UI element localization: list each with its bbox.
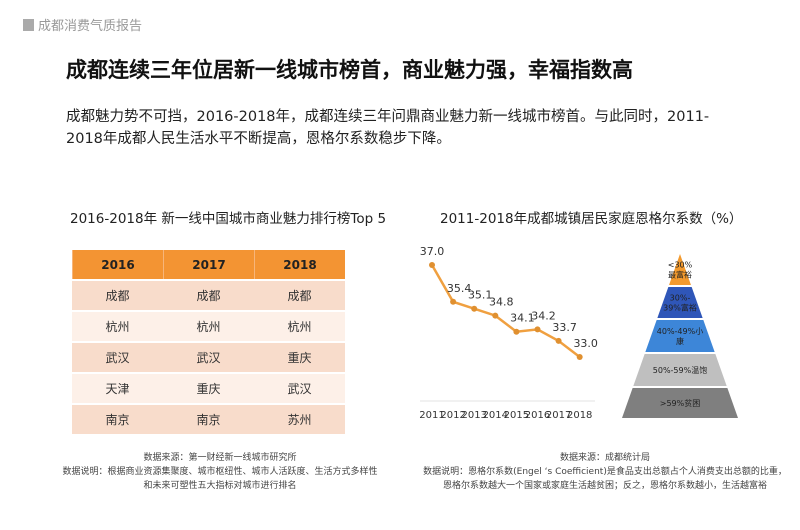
- ranking-source: 数据来源：第一财经新一线城市研究所: [143, 453, 297, 463]
- pyramid-label: 最富裕: [668, 270, 692, 280]
- table-cell: 成都: [254, 281, 345, 310]
- data-point: [429, 262, 435, 268]
- x-tick-label: 2015: [504, 410, 529, 421]
- data-label: 35.4: [447, 282, 472, 295]
- table-cell: 苏州: [254, 405, 345, 434]
- table-cell: 杭州: [72, 312, 163, 341]
- pyramid-label: 40%-49%小: [657, 327, 703, 336]
- engel-source: 数据来源：成都统计局: [559, 453, 650, 463]
- data-label: 34.1: [510, 312, 535, 325]
- data-point: [471, 305, 478, 312]
- ranking-table: 2016 2017 2018 成都 成都 成都 杭州 杭州 杭州 武汉 武汉 重庆 天津 重庆 武汉南…: [72, 248, 345, 436]
- engel-note-2: 恩格尔系数越大一个国家或家庭生活越贫困；反之，恩格尔系数越小，生活越富裕: [442, 481, 767, 491]
- data-label: 37.0: [420, 245, 445, 258]
- pyramid-label: <30%: [668, 261, 693, 270]
- x-tick-label: 2018: [567, 410, 592, 421]
- column-header: 2016: [72, 250, 163, 279]
- pyramid-label: 39%富裕: [663, 303, 697, 313]
- table-cell: 杭州: [254, 312, 345, 341]
- pyramid-label: 康: [676, 336, 684, 346]
- data-point: [534, 326, 541, 333]
- table-cell: 天津: [72, 374, 163, 403]
- table-cell: 武汉: [72, 343, 163, 372]
- ranking-note-1: 数据说明：根据商业资源集聚度、城市枢纽性、城市人活跃度、生活方式多样性: [62, 467, 378, 477]
- pyramid-label: 50%-59%温饱: [653, 365, 707, 375]
- data-point: [492, 312, 499, 319]
- pyramid-level: [622, 388, 738, 418]
- data-label: 34.2: [531, 309, 556, 322]
- ranking-title: 2016-2018年 新一线中国城市商业魅力排行榜Top 5: [70, 211, 387, 227]
- data-label: 34.8: [489, 296, 514, 309]
- section-header: 成都消费气质报告: [23, 15, 142, 34]
- x-tick-label: 2016: [525, 410, 550, 421]
- table-cell: 成都: [163, 281, 254, 310]
- section-marker-icon: [23, 18, 34, 31]
- pyramid-level: [633, 354, 727, 386]
- data-label: 35.1: [468, 289, 493, 302]
- data-point: [576, 354, 583, 360]
- table-row: 杭州 杭州 杭州: [72, 312, 345, 341]
- x-tick-label: 2011: [419, 410, 444, 421]
- table-cell: 杭州: [163, 312, 254, 341]
- pyramid-level: [669, 254, 691, 285]
- table-cell: 成都: [72, 281, 163, 310]
- table-cell: 南京: [163, 405, 254, 434]
- engel-notes: 数据来源：成都统计局 数据说明：恩格尔系数(Engel ‘s Coefficie…: [405, 451, 800, 493]
- intro-paragraph: 成都魅力势不可挡，2016-2018年，成都连续三年问鼎商业魅力新一线城市榜首。…: [66, 109, 710, 147]
- table-cell: 武汉: [163, 343, 254, 372]
- data-point: [513, 328, 520, 335]
- pyramid-label: 30%-: [670, 294, 691, 303]
- column-header: 2017: [163, 250, 254, 279]
- ranking-notes: 数据来源：第一财经新一线城市研究所 数据说明：根据商业资源集聚度、城市枢纽性、城…: [50, 451, 390, 493]
- pyramid-level: [657, 287, 703, 318]
- table-row: 南京 南京 苏州: [72, 405, 345, 434]
- x-tick-label: 2012: [440, 410, 465, 421]
- table-cell: 武汉: [254, 374, 345, 403]
- series-line: [430, 264, 581, 358]
- table-cell: 南京: [72, 405, 163, 434]
- data-point: [450, 298, 457, 305]
- engel-note-1: 数据说明：恩格尔系数(Engel ‘s Coefficient)是食品支出总额占…: [423, 467, 787, 477]
- ranking-note-2: 和未来可塑性五大指标对城市进行排名: [143, 481, 297, 491]
- column-header: 2018: [254, 250, 345, 279]
- page-title: 成都连续三年位居新一线城市榜首，商业魅力强，幸福指数高: [66, 58, 633, 82]
- table-row: 武汉 武汉 重庆: [72, 343, 345, 372]
- section-title: 成都消费气质报告: [38, 19, 143, 34]
- data-label: 33.0: [573, 337, 598, 350]
- table-cell: 重庆: [254, 343, 345, 372]
- pyramid-label: >59%贫困: [660, 398, 700, 408]
- table-cell: 重庆: [163, 374, 254, 403]
- data-point: [555, 337, 562, 344]
- table-row: 成都 成都 成都: [72, 281, 345, 310]
- x-tick-label: 2014: [483, 410, 508, 421]
- data-label: 33.7: [552, 321, 577, 334]
- pyramid-level: [645, 320, 715, 352]
- table-row: 天津 重庆 武汉: [72, 374, 345, 403]
- x-tick-label: 2013: [461, 410, 486, 421]
- chart-title: 2011-2018年成都城镇居民家庭恩格尔系数（%）: [440, 211, 743, 227]
- x-tick-label: 2017: [546, 410, 571, 421]
